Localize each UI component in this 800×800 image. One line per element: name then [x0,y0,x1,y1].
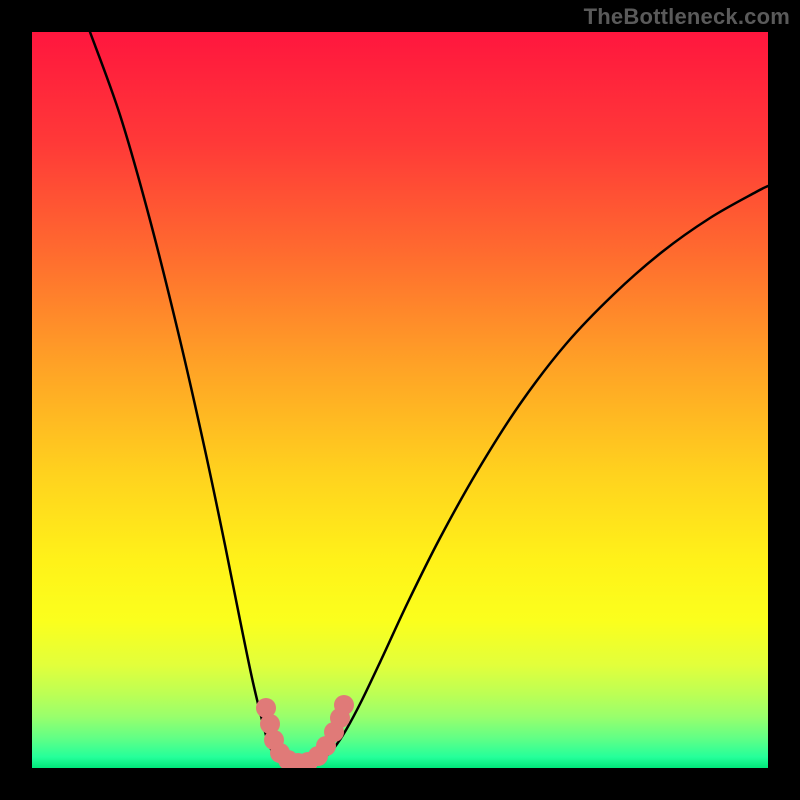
chart-svg [0,0,800,800]
plot-area [32,32,768,768]
watermark-text: TheBottleneck.com [584,4,790,30]
chart-canvas: TheBottleneck.com [0,0,800,800]
trough-marker [334,695,354,715]
